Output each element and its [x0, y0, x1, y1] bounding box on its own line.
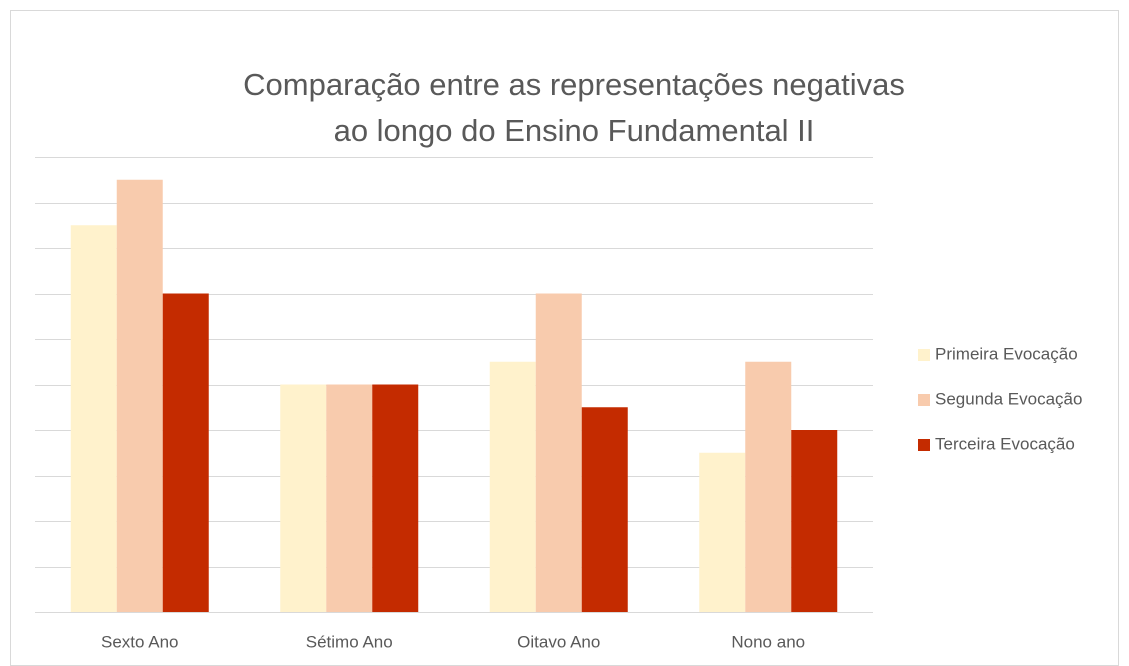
bar	[699, 452, 746, 612]
legend-swatch	[918, 349, 930, 361]
bar	[326, 384, 373, 612]
x-tick-label: Sexto Ano	[101, 632, 179, 651]
bar	[581, 407, 628, 612]
legend-swatch	[918, 394, 930, 406]
bar	[162, 293, 209, 612]
bar	[372, 384, 419, 612]
bar	[791, 430, 838, 612]
bar	[280, 384, 327, 612]
x-tick-label: Nono ano	[731, 632, 805, 651]
bar	[116, 179, 163, 612]
bar	[535, 293, 582, 612]
legend-label: Primeira Evocação	[935, 344, 1078, 363]
bar	[70, 225, 117, 612]
x-tick-label: Sétimo Ano	[306, 632, 393, 651]
legend-label: Terceira Evocação	[935, 434, 1075, 453]
bar	[745, 361, 792, 612]
bar	[489, 361, 536, 612]
chart-title: Comparação entre as representações negat…	[243, 67, 905, 148]
legend-label: Segunda Evocação	[935, 389, 1082, 408]
legend-swatch	[918, 439, 930, 451]
x-tick-label: Oitavo Ano	[517, 632, 600, 651]
